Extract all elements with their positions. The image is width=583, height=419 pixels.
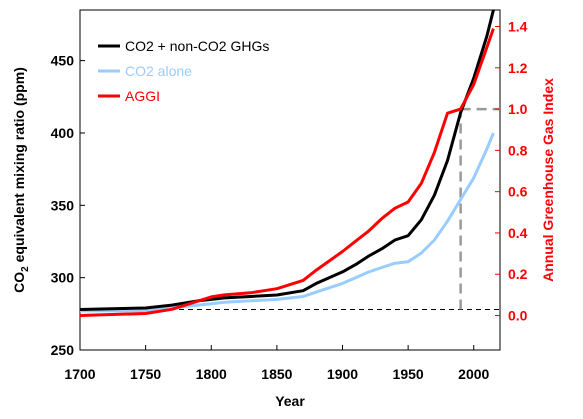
y-left-tick-label: 450: [51, 53, 75, 69]
y-right-tick-label: 1.4: [508, 19, 528, 35]
x-tick-label: 1700: [64, 366, 95, 382]
x-tick-label: 1950: [393, 366, 424, 382]
y-left-tick-label: 250: [51, 342, 75, 358]
y-left-tick-label: 400: [51, 125, 75, 141]
y-right-tick-label: 1.2: [508, 60, 528, 76]
x-tick-label: 1850: [261, 366, 292, 382]
series-line-2: [79, 28, 495, 317]
legend-label-series-0: CO2 + non-CO2 GHGs: [125, 38, 269, 54]
plot-frame: [79, 9, 501, 351]
y-axis-left-title: CO2 equivalent mixing ratio (ppm): [11, 67, 31, 293]
x-axis-title: Year: [275, 393, 305, 409]
x-tick-label: 2000: [458, 366, 489, 382]
y-right-tick-label: 0.0: [508, 308, 528, 324]
legend-label-series-2: AGGI: [125, 88, 160, 104]
x-tick-label: 1800: [196, 366, 227, 382]
y-right-tick-label: 0.6: [508, 184, 528, 200]
y-right-tick-label: 1.0: [508, 101, 528, 117]
legend-label-series-1: CO2 alone: [125, 63, 192, 79]
x-tick-label: 1750: [130, 366, 161, 382]
y-left-tick-label: 350: [51, 197, 75, 213]
x-tick-label: 1900: [327, 366, 358, 382]
y-axis-right-title: Annual Greenhouse Gas Index: [540, 78, 556, 282]
y-left-tick-label: 300: [51, 270, 75, 286]
y-right-tick-label: 0.8: [508, 142, 528, 158]
y-right-tick-label: 0.2: [508, 266, 528, 282]
legend: CO2 + non-CO2 GHGs CO2 alone AGGI: [98, 38, 269, 104]
series-line-1: [80, 132, 495, 313]
y-right-tick-label: 0.4: [508, 225, 528, 241]
